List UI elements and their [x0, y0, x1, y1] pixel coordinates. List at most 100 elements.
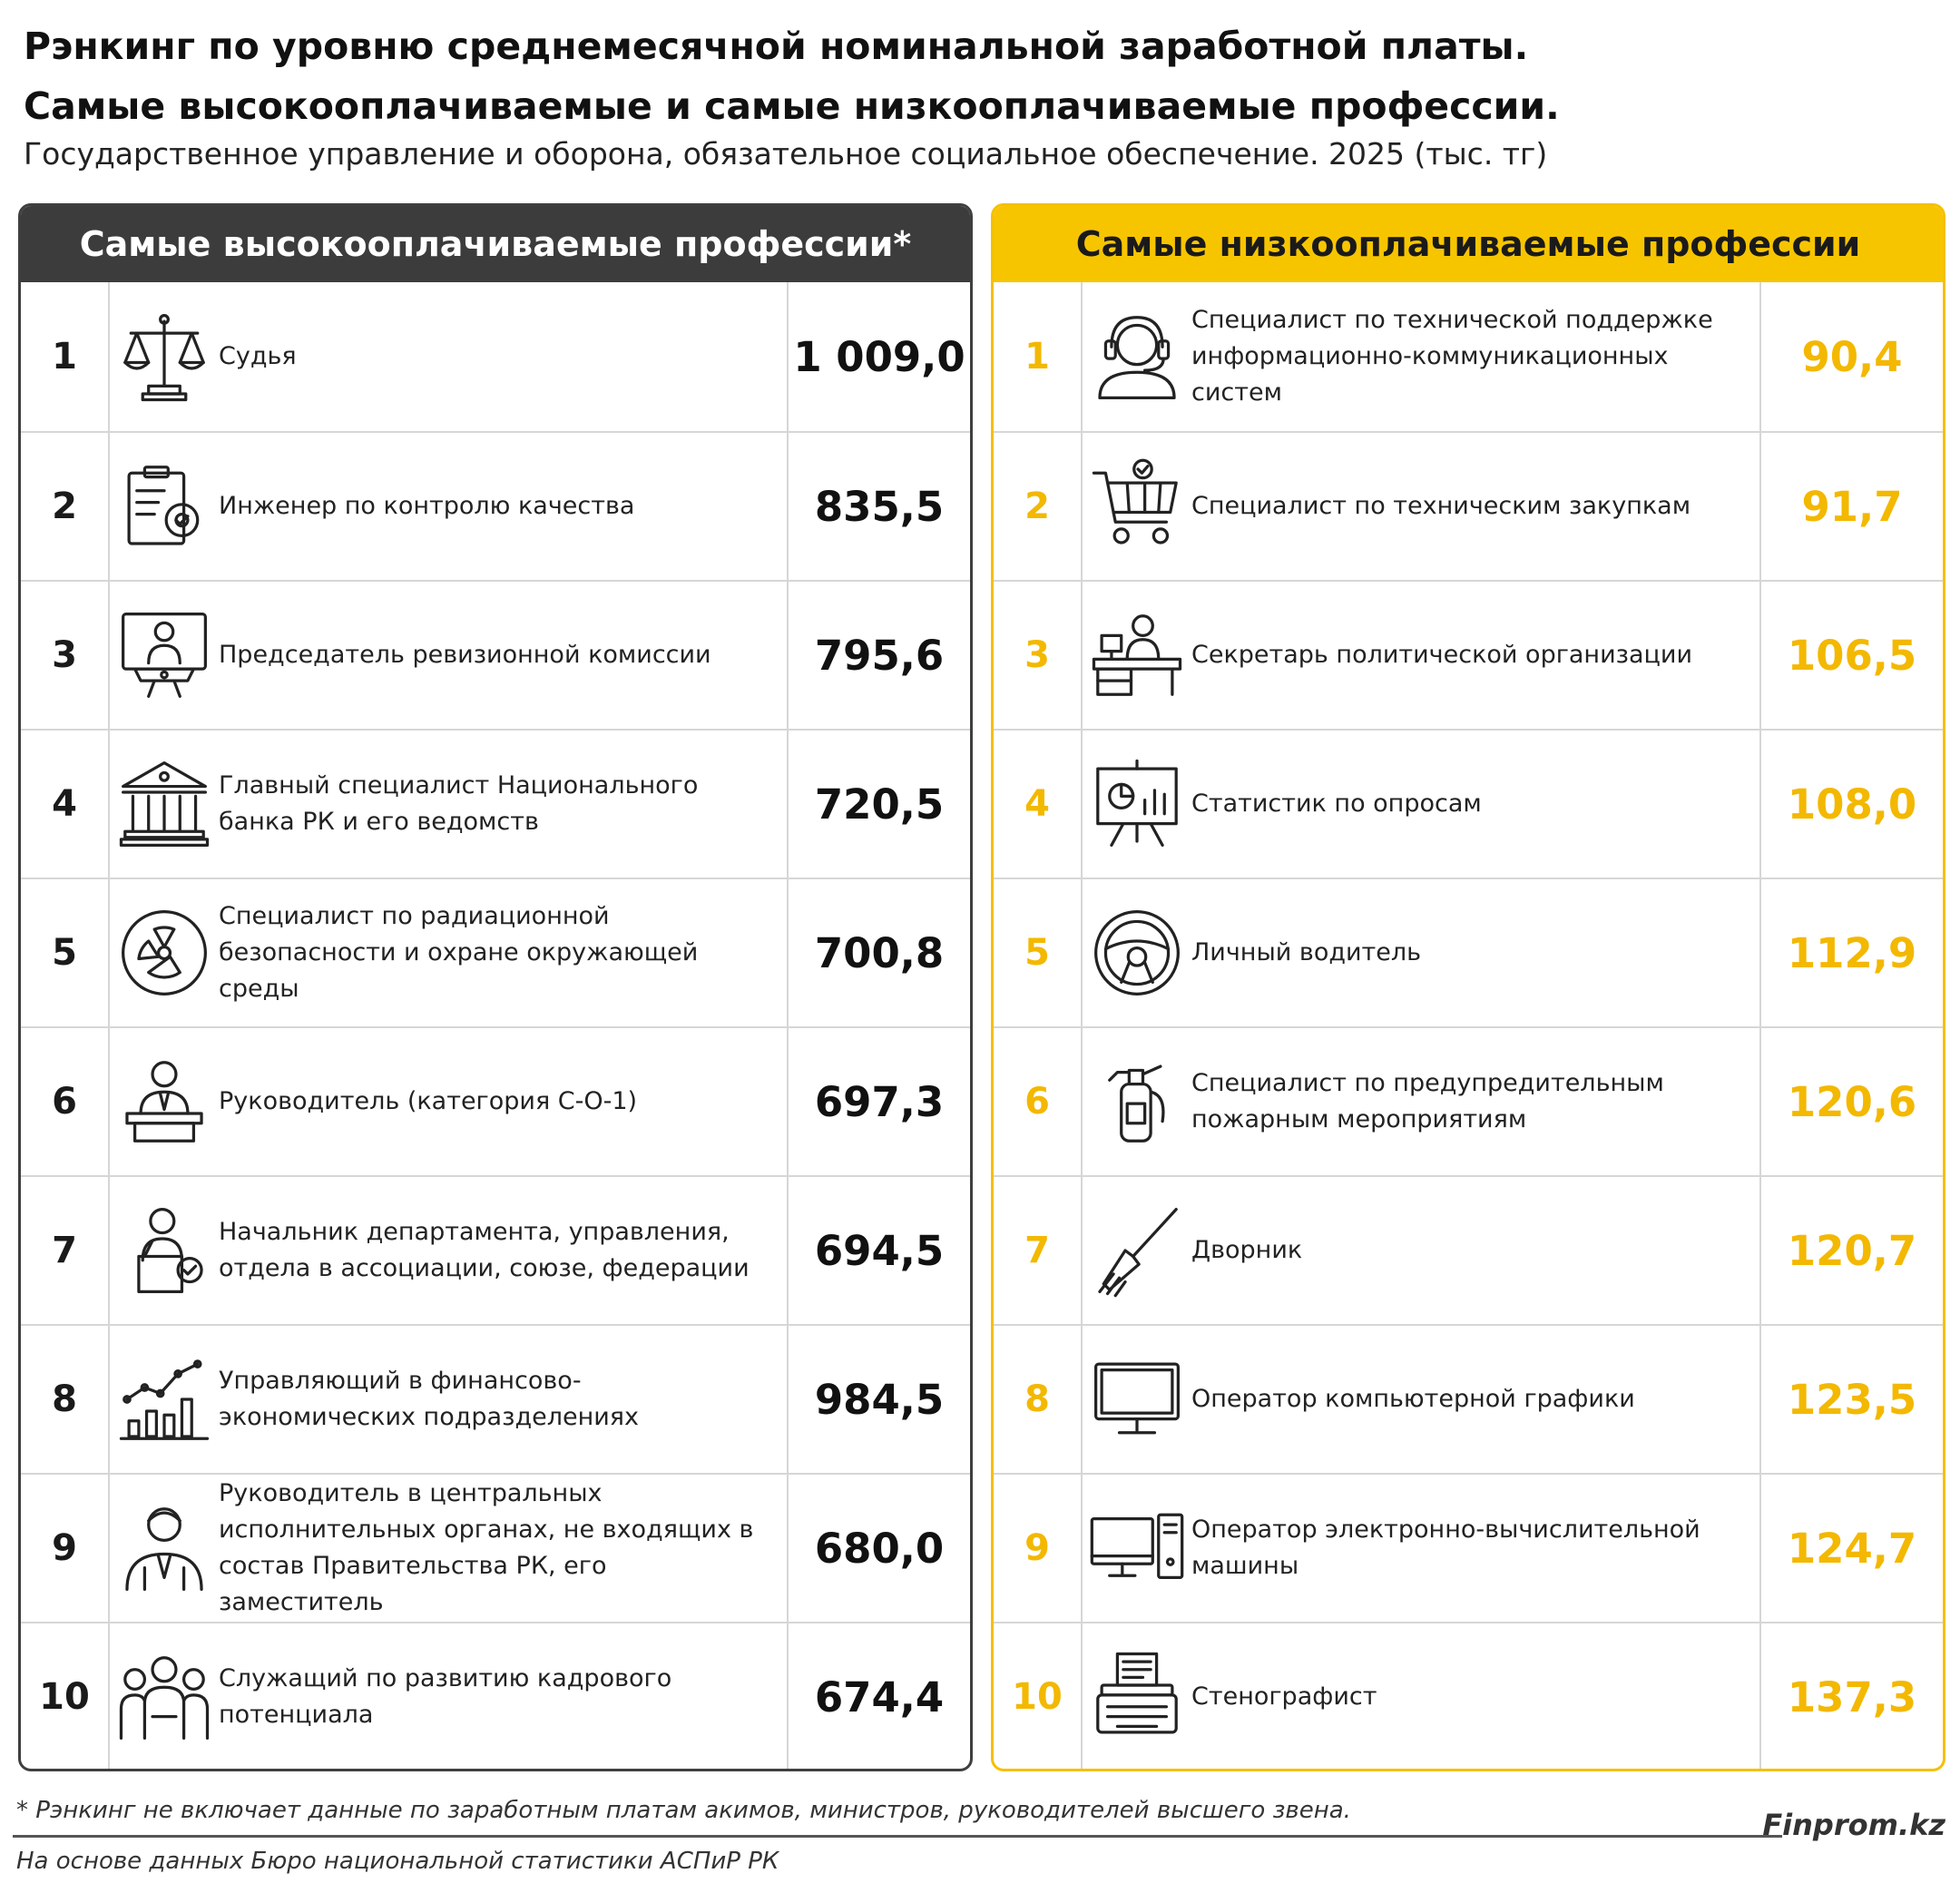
table-row: 10 Стенографист 137,3	[994, 1622, 1943, 1769]
salary-value: 984,5	[787, 1326, 970, 1473]
page-subtitle: Государственное управление и оборона, об…	[24, 136, 1548, 172]
highest-paid-header: Самые высокооплачиваемые профессии*	[21, 206, 970, 282]
highest-paid-panel: Самые высокооплачиваемые профессии* 1 Суд…	[18, 203, 973, 1771]
salary-value: 108,0	[1759, 731, 1943, 878]
table-row: 6 Руководитель (категория С-О-1) 697,3	[21, 1026, 970, 1175]
radiation-icon	[110, 879, 219, 1026]
rank-number: 1	[21, 282, 110, 431]
profession-name: Судья	[219, 342, 297, 370]
profession-name: Служащий по развитию кадрового потенциал…	[219, 1664, 672, 1729]
rank-number: 10	[994, 1623, 1083, 1769]
rank-number: 2	[21, 433, 110, 580]
footnote: * Рэнкинг не включает данные по заработн…	[16, 1797, 1351, 1824]
table-row: 7 Дворник 120,7	[994, 1175, 1943, 1324]
salary-value: 694,5	[787, 1177, 970, 1324]
desktop-computer-icon	[1083, 1475, 1191, 1622]
businessman-icon	[110, 1475, 219, 1622]
table-row: 5 Специалист по радиационной безопасности…	[21, 878, 970, 1026]
rank-number: 8	[994, 1326, 1083, 1473]
table-row: 1 Специалист по технической поддержке инф…	[994, 282, 1943, 431]
table-row: 1 Судья 1 009,0	[21, 282, 970, 431]
table-row: 9 Руководитель в центральных исполнительн…	[21, 1473, 970, 1622]
steering-wheel-icon	[1083, 879, 1191, 1026]
profession-name: Статистик по опросам	[1191, 790, 1482, 818]
table-row: 8 Оператор компьютерной графики 123,5	[994, 1324, 1943, 1473]
table-row: 4 Главный специалист Национального банка …	[21, 729, 970, 878]
secretary-desk-icon	[1083, 582, 1191, 729]
profession-name: Управляющий в финансово-экономических по…	[219, 1367, 640, 1431]
profession-name: Председатель ревизионной комиссии	[219, 641, 711, 669]
lowest-paid-panel: Самые низкооплачиваемые профессии 1 Специ…	[991, 203, 1945, 1771]
rank-number: 9	[994, 1475, 1083, 1622]
rank-number: 6	[994, 1028, 1083, 1175]
profession-name: Инженер по контролю качества	[219, 492, 635, 520]
salary-value: 123,5	[1759, 1326, 1943, 1473]
rank-number: 5	[21, 879, 110, 1026]
salary-value: 137,3	[1759, 1623, 1943, 1769]
salary-value: 120,7	[1759, 1177, 1943, 1324]
rank-number: 7	[21, 1177, 110, 1324]
highest-paid-list: 1 Судья 1 009,0 2 Инженер по контролю качест…	[21, 282, 970, 1769]
profession-name: Руководитель в центральных исполнительны…	[219, 1479, 754, 1616]
typewriter-icon	[1083, 1623, 1191, 1769]
salary-value: 674,4	[787, 1623, 970, 1769]
salary-value: 835,5	[787, 433, 970, 580]
monitor-icon	[1083, 1326, 1191, 1473]
bank-building-icon	[110, 731, 219, 878]
profession-name: Личный водитель	[1191, 938, 1422, 966]
profession-name: Специалист по технической поддержке инфо…	[1191, 306, 1713, 407]
salary-value: 720,5	[787, 731, 970, 878]
rank-number: 5	[994, 879, 1083, 1026]
rank-number: 3	[994, 582, 1083, 729]
salary-value: 120,6	[1759, 1028, 1943, 1175]
table-row: 9 Оператор электронно-вычислительной маши…	[994, 1473, 1943, 1622]
rank-number: 7	[994, 1177, 1083, 1324]
presenter-podium-icon	[110, 582, 219, 729]
title-line-1: Рэнкинг по уровню среднемесячной номинал…	[24, 25, 1529, 68]
salary-value: 106,5	[1759, 582, 1943, 729]
salary-value: 680,0	[787, 1475, 970, 1622]
table-row: 2 Инженер по контролю качества 835,5	[21, 431, 970, 580]
title-line-2: Самые высокооплачиваемые и самые низкооп…	[24, 84, 1560, 128]
profession-name: Специалист по техническим закупкам	[1191, 492, 1691, 520]
profession-name: Специалист по предупредительным пожарным…	[1191, 1069, 1664, 1133]
profession-name: Секретарь политической организации	[1191, 641, 1693, 669]
profession-name: Дворник	[1191, 1236, 1303, 1264]
salary-value: 91,7	[1759, 433, 1943, 580]
salary-value: 795,6	[787, 582, 970, 729]
salary-value: 90,4	[1759, 282, 1943, 431]
rank-number: 3	[21, 582, 110, 729]
source-note: На основе данных Бюро национальной стати…	[16, 1848, 779, 1875]
salary-value: 124,7	[1759, 1475, 1943, 1622]
headset-operator-icon	[1083, 282, 1191, 431]
lowest-paid-header: Самые низкооплачиваемые профессии	[994, 206, 1943, 282]
profession-name: Стенографист	[1191, 1682, 1377, 1711]
shopping-cart-icon	[1083, 433, 1191, 580]
profession-name: Специалист по радиационной безопасности …	[219, 902, 699, 1003]
salary-value: 112,9	[1759, 879, 1943, 1026]
profession-name: Оператор электронно-вычислительной машин…	[1191, 1515, 1700, 1580]
rank-number: 1	[994, 282, 1083, 431]
table-row: 2 Специалист по техническим закупкам 91,7	[994, 431, 1943, 580]
rank-number: 2	[994, 433, 1083, 580]
salary-value: 697,3	[787, 1028, 970, 1175]
profession-name: Руководитель (категория С-О-1)	[219, 1087, 638, 1115]
table-row: 5 Личный водитель 112,9	[994, 878, 1943, 1026]
growth-chart-icon	[110, 1326, 219, 1473]
footer-divider	[13, 1835, 1782, 1838]
table-row: 4 Статистик по опросам 108,0	[994, 729, 1943, 878]
table-row: 3 Секретарь политической организации 106,5	[994, 580, 1943, 729]
rank-number: 8	[21, 1326, 110, 1473]
rank-number: 10	[21, 1623, 110, 1769]
presentation-board-icon	[1083, 731, 1191, 878]
table-row: 10 Служащий по развитию кадрового потенци…	[21, 1622, 970, 1769]
rank-number: 4	[21, 731, 110, 878]
profession-name: Оператор компьютерной графики	[1191, 1385, 1635, 1413]
brand-logo: Finprom.kz	[1762, 1808, 1945, 1842]
scales-icon	[110, 282, 219, 431]
table-row: 8 Управляющий в финансово-экономических п…	[21, 1324, 970, 1473]
rank-number: 9	[21, 1475, 110, 1622]
table-row: 6 Специалист по предупредительным пожарны…	[994, 1026, 1943, 1175]
page-title: Рэнкинг по уровню среднемесячной номинал…	[24, 16, 1560, 136]
table-row: 3 Председатель ревизионной комиссии 795,6	[21, 580, 970, 729]
